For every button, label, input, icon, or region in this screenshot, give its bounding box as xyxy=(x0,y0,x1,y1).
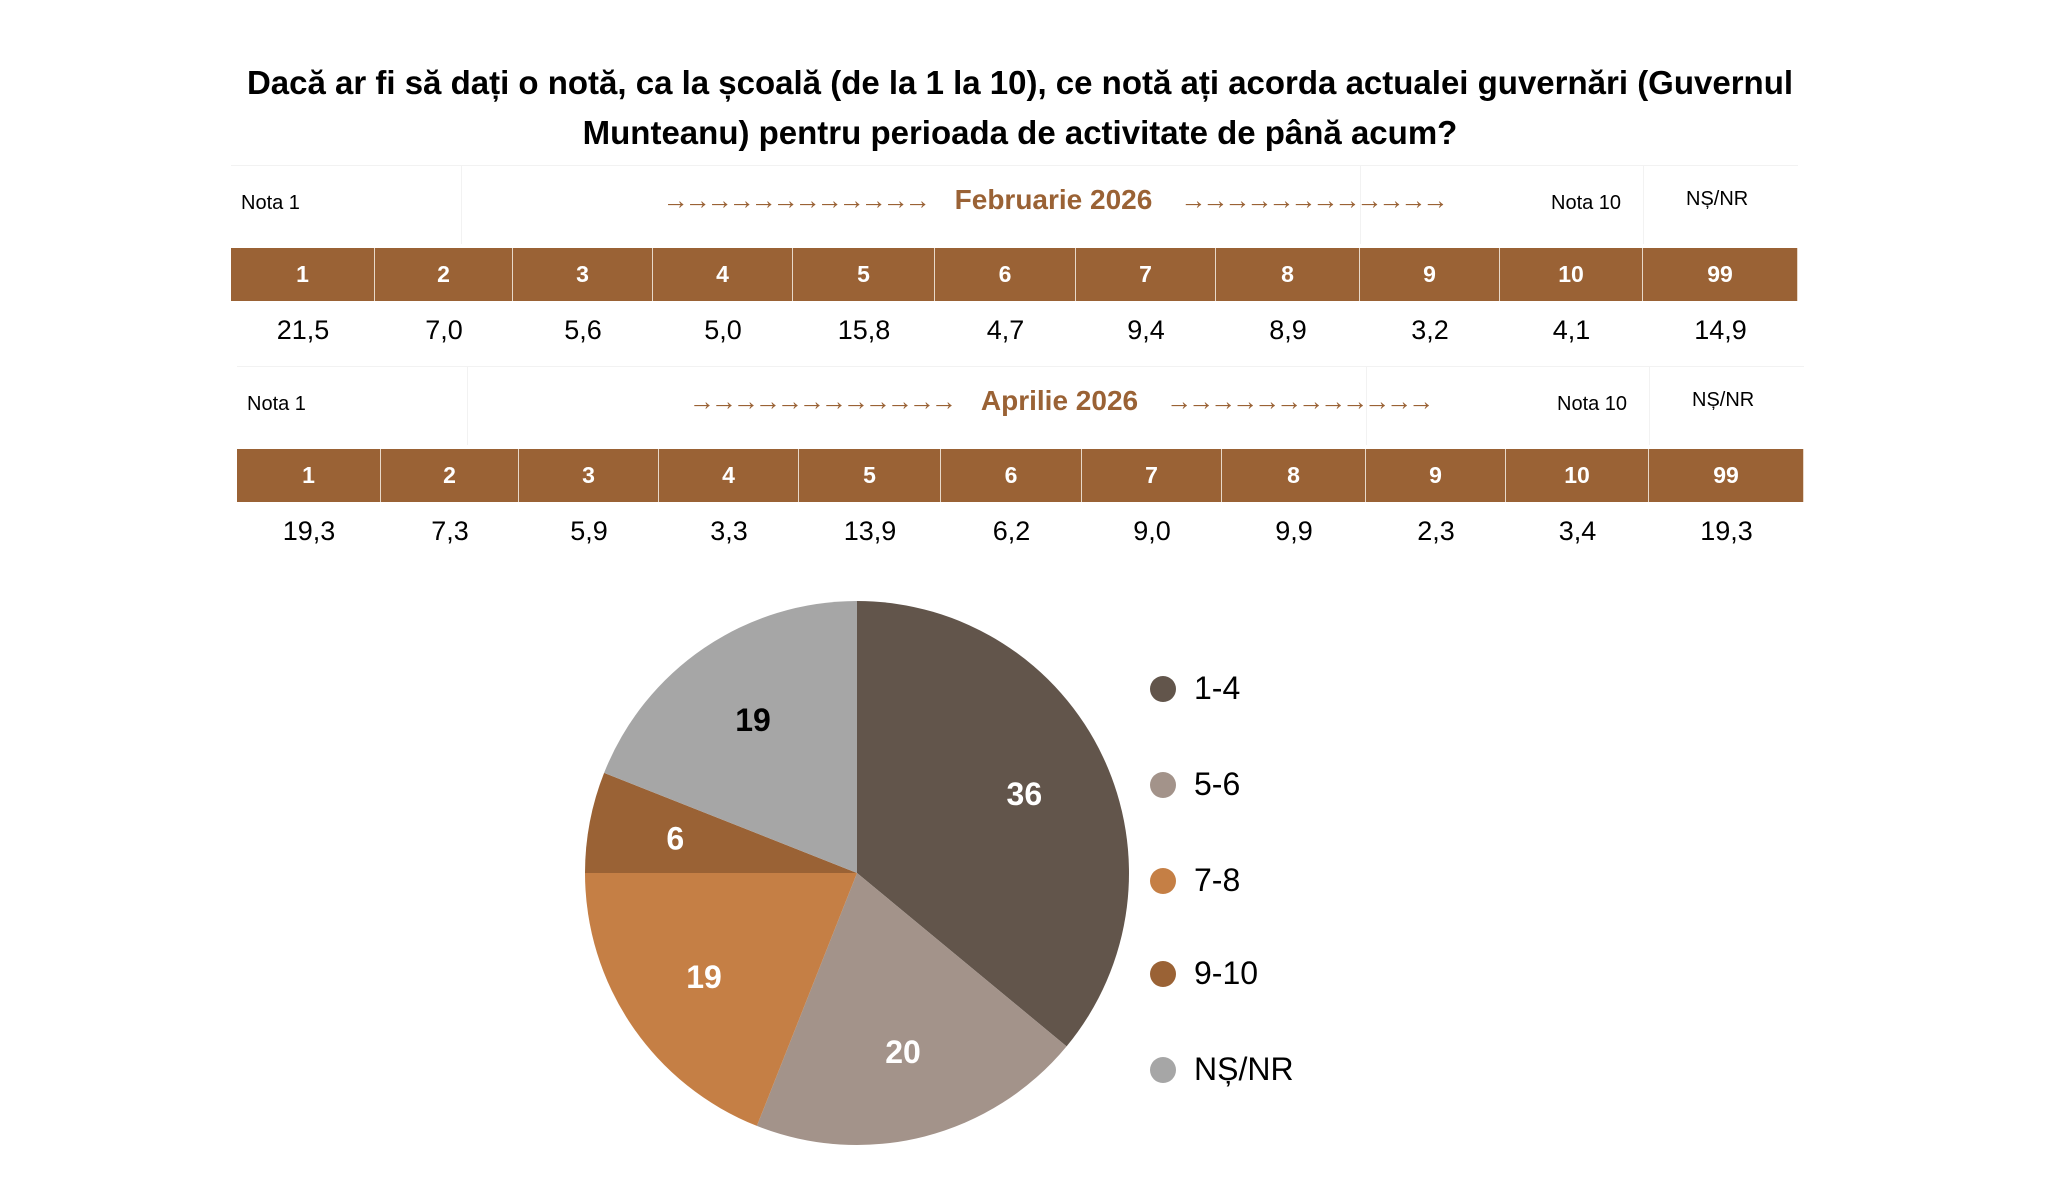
value-cell: 5,9 xyxy=(570,515,608,546)
value-cell: 19,3 xyxy=(1700,515,1753,546)
value-cell: 9,4 xyxy=(1127,314,1165,345)
value-cell: 19,3 xyxy=(282,515,336,546)
nota-10-label: Nota 10 xyxy=(1557,393,1628,415)
period-label: →→→→→→→→→→→→ Februarie 2026 →→→→→→→→→→→→ xyxy=(461,184,1646,216)
arrows-right: →→→→→→→→→→→→ xyxy=(1180,185,1448,215)
value-cell: 7,3 xyxy=(431,515,469,546)
period-title: Aprilie 2026 xyxy=(980,385,1139,416)
grade-cell: 5 xyxy=(793,248,935,301)
divider xyxy=(467,367,468,445)
grade-cell: 1 xyxy=(231,248,375,301)
period-title: Februarie 2026 xyxy=(954,184,1153,215)
legend-item: 1-4 xyxy=(1150,670,1240,707)
value-cell: 8,9 xyxy=(1269,314,1307,345)
pie-data-label: 19 xyxy=(735,702,771,738)
value-cell: 7,0 xyxy=(425,314,463,345)
grade-cell: 1 xyxy=(237,449,381,502)
legend-marker-icon xyxy=(1150,675,1176,702)
divider xyxy=(1649,367,1650,445)
grade-cell: 2 xyxy=(375,248,513,301)
pie-data-label: 36 xyxy=(1007,776,1043,812)
pie-data-label: 19 xyxy=(686,959,722,995)
nota-1-label: Nota 1 xyxy=(247,393,306,415)
value-cell: 13,9 xyxy=(843,515,897,546)
period-label: →→→→→→→→→→→→ Aprilie 2026 →→→→→→→→→→→→ xyxy=(467,385,1652,417)
legend-item: 7-8 xyxy=(1150,862,1240,899)
grade-cell: 8 xyxy=(1222,449,1366,502)
divider xyxy=(1366,367,1367,445)
legend-label: 9-10 xyxy=(1194,955,1259,991)
legend-item: 5-6 xyxy=(1150,766,1240,803)
value-cell: 5,6 xyxy=(564,314,602,345)
values-row: 19,3 7,3 5,9 3,3 13,9 6,2 9,0 9,9 2,3 3,4 19,3 xyxy=(237,505,1804,557)
legend-label: 7-8 xyxy=(1194,862,1241,898)
grade-cell: 4 xyxy=(659,449,799,502)
value-cell: 14,9 xyxy=(1694,314,1747,345)
value-cell: 3,3 xyxy=(710,515,748,546)
value-cell: 9,9 xyxy=(1275,515,1313,546)
legend-marker-icon xyxy=(1150,771,1176,798)
grade-cell: 8 xyxy=(1216,248,1360,301)
legend-label: 1-4 xyxy=(1194,670,1241,706)
value-cell: 15,8 xyxy=(837,314,891,345)
grade-cell: 10 xyxy=(1500,248,1643,301)
grade-cell: 3 xyxy=(519,449,659,502)
arrows-right: →→→→→→→→→→→→ xyxy=(1166,386,1434,416)
divider xyxy=(1643,166,1644,244)
grade-cell: 2 xyxy=(381,449,519,502)
grade-cell: 10 xyxy=(1506,449,1649,502)
value-cell: 2,3 xyxy=(1417,515,1455,546)
legend-item: NȘ/NR xyxy=(1150,1051,1294,1088)
pie-slice-7-8 xyxy=(585,873,857,1126)
legend-marker-icon xyxy=(1150,1056,1176,1083)
chart-title: Dacă ar fi să dați o notă, ca la școală … xyxy=(246,64,1794,151)
grade-cell: 5 xyxy=(799,449,941,502)
value-cell: 6,2 xyxy=(992,515,1031,546)
value-cell: 4,7 xyxy=(986,314,1025,345)
value-cell: 5,0 xyxy=(704,314,742,345)
legend-label: 5-6 xyxy=(1194,766,1241,802)
pie-slice-9-10 xyxy=(585,772,857,873)
legend-marker-icon xyxy=(1150,960,1176,987)
legend-item: 9-10 xyxy=(1150,955,1258,992)
pie-slice-1-4 xyxy=(857,601,1129,1047)
grade-cell: 4 xyxy=(653,248,793,301)
grade-cell: 6 xyxy=(935,248,1076,301)
nota-10-label: Nota 10 xyxy=(1551,192,1622,214)
grade-cell: 7 xyxy=(1076,248,1216,301)
value-cell: 4,1 xyxy=(1552,314,1591,345)
pie-slice-NȘ/NR xyxy=(604,601,857,873)
period-header: Nota 1 →→→→→→→→→→→→ Aprilie 2026 →→→→→→→→→→… xyxy=(237,366,1804,445)
grade-cell: 99 xyxy=(1643,248,1798,301)
value-cell: 9,0 xyxy=(1133,515,1171,546)
grade-cell: 3 xyxy=(513,248,653,301)
arrows-left: →→→→→→→→→→→→ xyxy=(688,386,957,416)
ns-nr-label: NȘ/NR xyxy=(1692,389,1755,411)
grade-cell: 99 xyxy=(1649,449,1804,502)
pie-data-label: 20 xyxy=(885,1034,921,1070)
nota-1-label: Nota 1 xyxy=(241,192,300,214)
divider xyxy=(461,166,462,244)
legend-label: NȘ/NR xyxy=(1194,1051,1294,1087)
grade-header-row: 1 2 3 4 5 6 7 8 9 10 99 xyxy=(237,449,1804,502)
grade-header-row: 1 2 3 4 5 6 7 8 9 10 99 xyxy=(231,248,1798,301)
period-header: Nota 1 →→→→→→→→→→→→ Februarie 2026 →→→→→→→→… xyxy=(231,165,1798,244)
pie-slice-5-6 xyxy=(756,873,1067,1145)
values-row: 21,5 7,0 5,6 5,0 15,8 4,7 9,4 8,9 3,2 4,1 14,9 xyxy=(231,304,1798,356)
value-cell: 3,2 xyxy=(1411,314,1449,345)
ns-nr-label: NȘ/NR xyxy=(1686,188,1749,210)
grade-cell: 9 xyxy=(1360,248,1500,301)
grade-cell: 7 xyxy=(1082,449,1222,502)
value-cell: 3,4 xyxy=(1558,515,1597,546)
value-cell: 21,5 xyxy=(276,314,330,345)
arrows-left: →→→→→→→→→→→→ xyxy=(662,185,931,215)
legend-marker-icon xyxy=(1150,867,1176,894)
grade-cell: 6 xyxy=(941,449,1082,502)
pie-data-label: 6 xyxy=(666,820,684,856)
grade-cell: 9 xyxy=(1366,449,1506,502)
divider xyxy=(1360,166,1361,244)
